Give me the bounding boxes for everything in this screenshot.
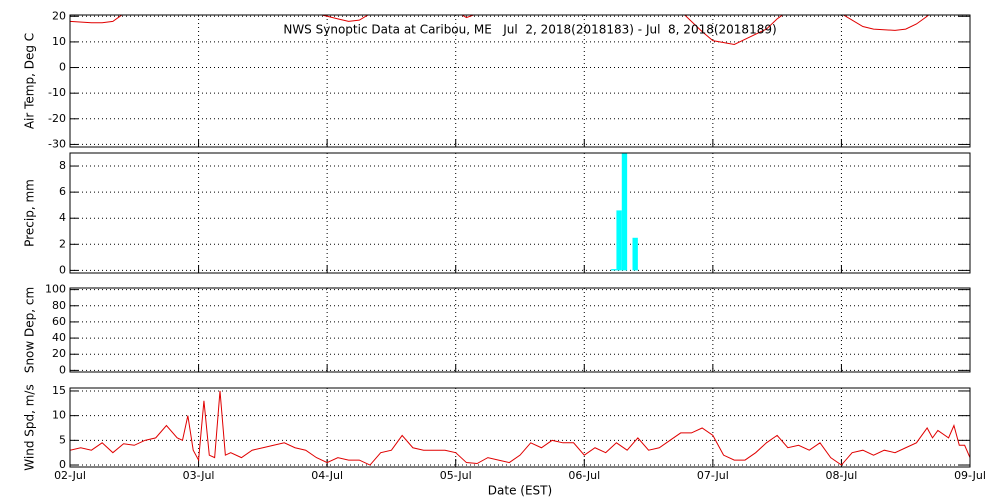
y-tick-label: 15 (52, 384, 66, 397)
y-tick-label: 100 (45, 283, 66, 296)
y-axis-label: Snow Dep, cm (23, 287, 37, 373)
plot-area (611, 153, 638, 271)
y-axis-label: Precip, mm (23, 179, 37, 247)
bar (616, 210, 622, 271)
y-tick-label: 5 (59, 433, 66, 446)
x-tick-label: 05-Jul (440, 469, 472, 482)
x-tick-label: 07-Jul (697, 469, 729, 482)
y-tick-label: -20 (48, 112, 66, 125)
y-tick-label: 60 (52, 315, 66, 328)
x-tick-label: 03-Jul (183, 469, 215, 482)
y-tick-label: 10 (52, 409, 66, 422)
x-tick-label: 08-Jul (825, 469, 857, 482)
x-tick-label: 06-Jul (568, 469, 600, 482)
x-tick-label: 04-Jul (311, 469, 343, 482)
y-tick-label: 0 (59, 61, 66, 74)
y-axis-label: Wind Spd, m/s (23, 384, 37, 470)
y-tick-label: 80 (52, 299, 66, 312)
x-tick-label: 02-Jul (54, 469, 86, 482)
frame (69, 387, 971, 468)
y-tick-label: 6 (59, 185, 66, 198)
x-tick-label: 09-Jul (954, 469, 986, 482)
bar (621, 153, 628, 271)
y-tick-label: 2 (59, 237, 66, 250)
y-tick-label: 0 (59, 363, 66, 376)
plot-area (70, 390, 970, 466)
y-tick-label: 8 (59, 159, 66, 172)
chart-title: NWS Synoptic Data at Caribou, ME Jul 2, … (283, 23, 776, 37)
plot-area (70, 15, 930, 46)
x-axis-label: Date (EST) (488, 484, 552, 498)
line (70, 15, 930, 46)
frame (69, 152, 971, 274)
y-tick-label: 20 (52, 347, 66, 360)
bar (611, 269, 617, 271)
frame (69, 287, 971, 373)
y-tick-label: 20 (52, 9, 66, 22)
y-tick-label: 0 (59, 263, 66, 276)
y-tick-label: -30 (48, 137, 66, 150)
frame (69, 14, 971, 148)
y-tick-label: -10 (48, 86, 66, 99)
line (70, 390, 970, 466)
y-axis-label: Air Temp, Deg C (23, 33, 37, 129)
bar (632, 237, 638, 271)
y-tick-label: 10 (52, 35, 66, 48)
y-tick-label: 4 (59, 211, 66, 224)
y-tick-label: 0 (59, 458, 66, 471)
y-tick-label: 40 (52, 331, 66, 344)
